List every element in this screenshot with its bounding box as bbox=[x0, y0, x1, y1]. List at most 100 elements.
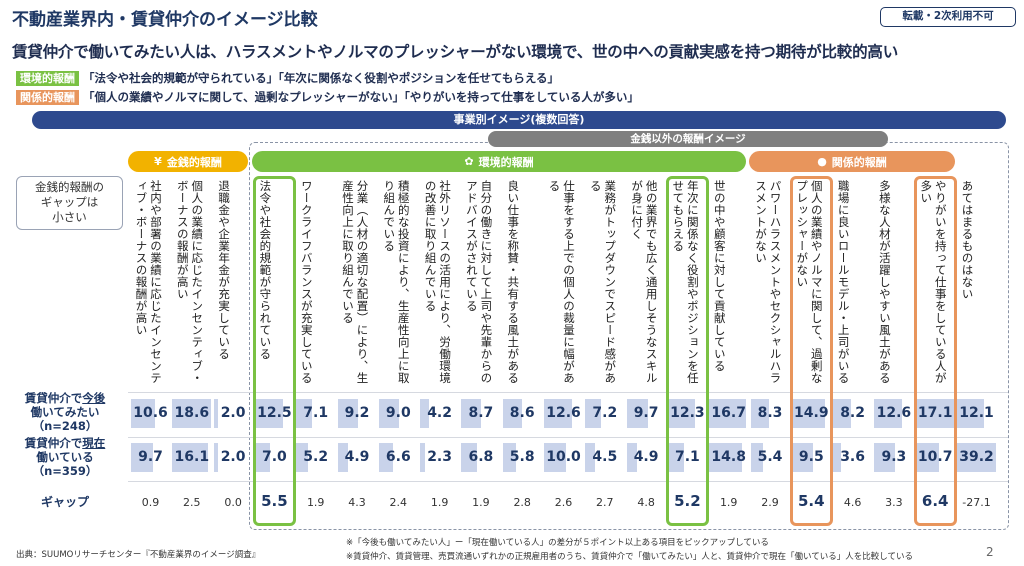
category-monetary: ¥ 金銭的報酬 bbox=[128, 151, 248, 172]
data-label: 14.9 bbox=[794, 405, 829, 421]
bar bbox=[254, 443, 271, 472]
source-note: 出典：SUUMOリサーチセンター『不動産業界のイメージ調査』 bbox=[16, 550, 261, 560]
data-label: 7.0 bbox=[261, 449, 287, 465]
data-label: 9.5 bbox=[798, 449, 824, 465]
category-relational: ● 関係的報酬 bbox=[749, 151, 955, 172]
highlight-box bbox=[789, 176, 833, 526]
bar bbox=[874, 399, 903, 428]
data-label: 12.3 bbox=[670, 405, 705, 421]
data-label: 10.0 bbox=[546, 449, 581, 465]
gap-value: 4.3 bbox=[348, 496, 366, 509]
gap-value: 1.9 bbox=[719, 496, 738, 509]
row-label-want-b: 今後 bbox=[82, 391, 106, 405]
bar bbox=[957, 399, 984, 428]
row-label-now-a: 賃貸仲介で bbox=[24, 436, 83, 450]
data-label: 12.5 bbox=[257, 405, 292, 421]
category-environmental: ✿ 環境的報酬 bbox=[252, 151, 746, 172]
gap-value: 1.9 bbox=[306, 496, 325, 509]
bar bbox=[667, 399, 696, 428]
bar bbox=[461, 443, 477, 472]
data-label: 9.3 bbox=[881, 449, 907, 465]
monetary-gap-note: 金銭的報酬の ギャップは 小さい bbox=[16, 176, 123, 230]
data-label: 6.6 bbox=[385, 449, 411, 465]
data-label: 8.7 bbox=[468, 405, 494, 421]
data-label: 9.7 bbox=[633, 405, 659, 421]
monetary-gap-note-text: 金銭的報酬の ギャップは 小さい bbox=[35, 180, 104, 224]
bar bbox=[378, 399, 399, 428]
category-label: 退職金や企業年金が充実している bbox=[217, 180, 232, 360]
reuse-prohibited-badge: 転載・2次利用不可 bbox=[880, 7, 1016, 27]
category-label: 積極的な投資により、生産性向上に取り組んでいる bbox=[382, 180, 411, 384]
bar bbox=[833, 399, 852, 428]
definition-text-relational: 「個人の業績やノルマに関して、過剰なプレッシャーがない」「やりがいを持って仕事を… bbox=[83, 90, 639, 104]
data-label: 14.8 bbox=[711, 449, 746, 465]
definition-text-environmental: 「法令や社会的規範が守られている」「年次に関係なく役割やポジションを任せてもらえ… bbox=[83, 71, 559, 85]
bar bbox=[502, 443, 516, 472]
page-number: 2 bbox=[986, 545, 994, 559]
bar bbox=[172, 443, 209, 472]
page-subtitle: 賃貸仲介で働いてみたい人は、ハラスメントやノルマのプレッシャーがない環境で、世の… bbox=[12, 43, 899, 61]
gap-value: 5.4 bbox=[798, 492, 825, 510]
bar bbox=[131, 399, 155, 428]
data-label: 10.7 bbox=[917, 449, 953, 465]
row-label-want: 賃貸仲介で今後 働いてみたい （n=248） bbox=[10, 391, 120, 433]
people-icon: ✿ bbox=[464, 155, 474, 168]
data-label: 2.0 bbox=[220, 449, 246, 465]
category-label: 多様な人材が活躍しやすい風土がある bbox=[877, 180, 892, 384]
row-divider bbox=[128, 437, 1008, 438]
bar bbox=[502, 399, 522, 428]
data-label: 3.6 bbox=[840, 449, 865, 465]
category-label: 社外リソースの活用により、労働環境の改善に取り組んでいる bbox=[423, 180, 453, 384]
category-label: 業務がトップダウンでスピード感がある bbox=[588, 180, 618, 384]
bar bbox=[874, 443, 896, 472]
data-label: 10.6 bbox=[133, 405, 168, 421]
category-label: ワークライフバランスが充実している bbox=[299, 180, 314, 384]
bar bbox=[172, 399, 212, 428]
row-label-now-n: （n=359） bbox=[32, 464, 98, 478]
category-label: 良い仕事を称賛・共有する風土がある bbox=[506, 180, 521, 384]
category-environmental-label: 環境的報酬 bbox=[478, 155, 534, 169]
row-label-want-a: 賃貸仲介で bbox=[24, 391, 83, 405]
bar bbox=[750, 443, 763, 472]
gap-value: 0.0 bbox=[224, 496, 242, 509]
bar bbox=[833, 443, 842, 472]
category-label: やりがいを持って仕事をしている人が多い bbox=[919, 180, 948, 384]
data-label: 7.1 bbox=[303, 405, 329, 421]
data-label: 2.3 bbox=[427, 449, 452, 465]
money-icon: ¥ bbox=[154, 155, 162, 168]
data-label: 4.5 bbox=[592, 449, 618, 465]
non-monetary-label: 金銭以外の報酬イメージ bbox=[488, 131, 888, 147]
category-label: 法令や社会的規範が守られている bbox=[258, 180, 273, 360]
row-label-now-c: 働いている bbox=[36, 450, 94, 464]
bar bbox=[626, 443, 638, 472]
row-divider bbox=[128, 481, 1008, 482]
category-label: 社内や部署の業績に応じたインセンティブ・ボーナスの報酬が高い bbox=[134, 180, 164, 384]
row-label-now: 賃貸仲介で現在 働いている （n=359） bbox=[10, 436, 120, 478]
category-label: 他の業界でも広く通用しそうなスキルが身に付く bbox=[630, 180, 659, 384]
bar bbox=[420, 443, 426, 472]
data-label: 39.2 bbox=[959, 449, 994, 465]
bar bbox=[213, 399, 219, 428]
bar bbox=[791, 399, 825, 428]
row-label-want-c: 働いてみたい bbox=[30, 405, 100, 419]
category-label: 個人の業績に応じたインセンティブ・ボーナスの報酬が高い bbox=[175, 180, 205, 384]
category-label: 仕事をする上での個人の裁量に幅がある bbox=[547, 180, 577, 384]
data-label: 16.7 bbox=[711, 405, 746, 421]
bar bbox=[131, 443, 153, 472]
data-label: 8.6 bbox=[509, 405, 535, 421]
bar bbox=[296, 443, 308, 472]
category-label: 年次に関係なく役割やポジションを任せてもらえる bbox=[671, 180, 700, 384]
gap-value: -27.1 bbox=[962, 496, 991, 509]
gap-value: 2.7 bbox=[596, 496, 614, 509]
data-label: 12.6 bbox=[546, 405, 581, 421]
category-label: 世の中や顧客に対して貢献している bbox=[712, 180, 727, 372]
definition-relational: 関係的報酬 「個人の業績やノルマに関して、過剰なプレッシャーがない」「やりがいを… bbox=[16, 89, 639, 105]
gap-value: 2.5 bbox=[183, 496, 201, 509]
highlight-box bbox=[913, 176, 957, 526]
gap-value: 3.3 bbox=[885, 496, 903, 509]
data-label: 5.8 bbox=[509, 449, 535, 465]
bar bbox=[791, 443, 813, 472]
bar bbox=[378, 443, 394, 472]
footnote-2: ※賃貸仲介、賃貸管理、売買流通いずれかの正規雇用者のうち、賃貸仲介で「働いてみた… bbox=[346, 552, 914, 562]
data-label: 4.9 bbox=[344, 449, 370, 465]
